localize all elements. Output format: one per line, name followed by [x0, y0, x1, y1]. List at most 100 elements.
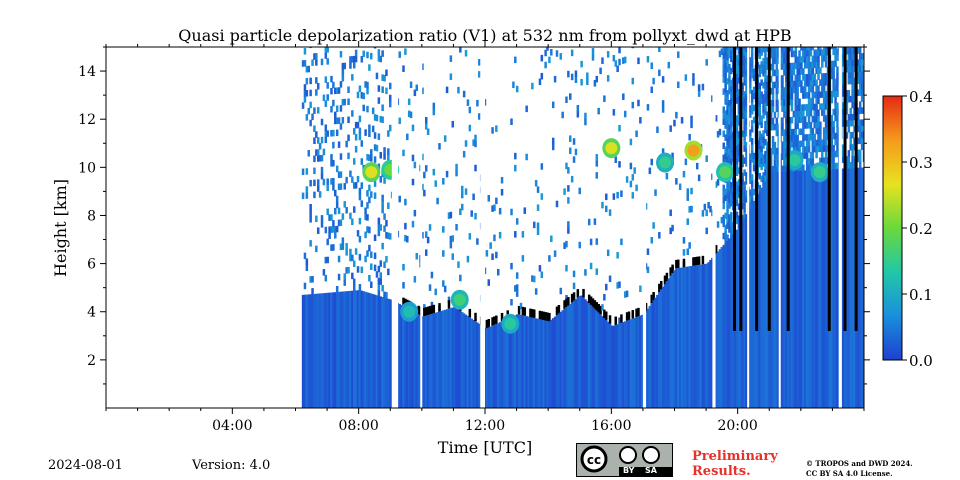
depol-speckle [817, 109, 820, 117]
depol-speckle [815, 145, 818, 153]
depol-speckle [832, 84, 835, 92]
depol-speckle [860, 131, 864, 138]
depol-speckle [309, 276, 312, 283]
depol-speckle [777, 159, 780, 167]
depol-speckle [847, 77, 851, 85]
depol-speckle [858, 53, 862, 60]
depol-column [593, 308, 597, 408]
depol-speckle [351, 176, 354, 183]
depol-speckle [860, 59, 864, 66]
depol-speckle [409, 111, 413, 119]
depol-speckle [553, 250, 557, 257]
depol-speckle [743, 91, 746, 98]
depol-speckle [773, 159, 777, 167]
depol-speckle [741, 88, 744, 96]
depol-speckle [330, 130, 333, 137]
depol-speckle [737, 131, 741, 138]
depol-speckle [313, 125, 316, 132]
depol-speckle [777, 81, 780, 88]
depol-speckle [322, 148, 326, 156]
depol-speckle [424, 249, 428, 256]
depol-speckle [354, 133, 358, 141]
depol-speckle [352, 182, 356, 189]
depol-speckle [798, 62, 801, 69]
depol-column [551, 318, 555, 408]
depol-speckle [769, 111, 773, 119]
depol-speckle [834, 102, 837, 110]
depol-speckle [379, 115, 383, 123]
depol-speckle [536, 222, 540, 230]
depol-speckle [335, 105, 339, 112]
depol-column [633, 317, 636, 408]
depol-column [436, 312, 439, 408]
depol-speckle [345, 176, 348, 184]
depol-speckle [857, 125, 860, 133]
depol-speckle [354, 49, 358, 57]
depol-speckle [809, 47, 813, 51]
depol-speckle [857, 47, 860, 54]
depol-speckle [785, 81, 788, 88]
depol-speckle [737, 143, 741, 150]
depol-speckle [847, 59, 851, 67]
depol-speckle [781, 75, 784, 82]
depol-speckle [749, 129, 752, 136]
depol-speckle [858, 65, 862, 72]
depol-speckle [743, 79, 746, 86]
depol-speckle [853, 53, 856, 61]
depol-speckle [762, 130, 765, 137]
depol-speckle [796, 134, 799, 142]
depol-speckle [428, 284, 432, 291]
depol-speckle [819, 91, 822, 98]
depol-speckle [406, 235, 409, 243]
depol-speckle [853, 125, 856, 133]
depol-speckle [358, 235, 362, 243]
depol-speckle [358, 85, 362, 93]
depol-speckle [798, 146, 801, 154]
depol-column [580, 295, 583, 408]
depol-speckle [335, 225, 339, 233]
depol-speckle [811, 97, 815, 105]
depol-speckle [478, 59, 481, 66]
cloud-edge [523, 307, 527, 316]
cloud-edge [714, 245, 718, 254]
depol-speckle [724, 188, 727, 196]
depol-speckle [682, 170, 686, 178]
depol-column [794, 170, 798, 408]
depol-speckle [728, 220, 731, 227]
depol-speckle [819, 121, 822, 128]
depol-column [497, 323, 500, 408]
depol-speckle [341, 98, 345, 106]
depol-column [347, 291, 350, 408]
depol-speckle [339, 81, 343, 88]
depol-speckle [766, 111, 769, 119]
depol-speckle [821, 73, 824, 80]
depol-speckle [849, 65, 852, 73]
depol-column [718, 249, 722, 408]
depol-speckle [339, 105, 343, 112]
depol-speckle [472, 139, 475, 146]
depol-speckle [728, 160, 731, 167]
depol-speckle [813, 79, 816, 87]
depol-speckle [305, 114, 309, 121]
depol-speckle [750, 53, 754, 61]
depol-speckle [862, 155, 864, 162]
depol-speckle [824, 145, 828, 152]
depol-speckle [809, 85, 813, 93]
depol-speckle [809, 127, 813, 135]
depol-speckle [773, 141, 777, 149]
depol-speckle [800, 86, 803, 93]
depol-speckle [817, 85, 820, 92]
depol-column [339, 291, 343, 408]
depol-speckle [311, 113, 314, 121]
depol-column [404, 307, 407, 408]
depol-speckle [853, 107, 856, 115]
depol-column [421, 316, 424, 408]
depol-speckle [722, 142, 726, 150]
depol-column [402, 306, 405, 408]
depol-speckle [332, 81, 335, 89]
depol-speckle [442, 226, 445, 233]
depol-speckle [743, 139, 746, 146]
depol-speckle [728, 202, 731, 209]
depol-speckle [737, 179, 741, 186]
depol-column [572, 300, 576, 408]
